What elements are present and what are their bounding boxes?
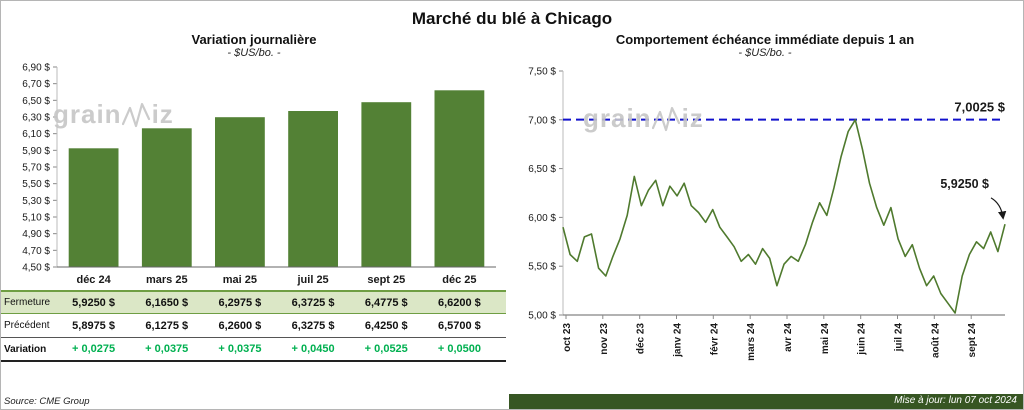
x-month-label: oct 23	[562, 323, 573, 352]
y-tick-label: 4,50 $	[22, 263, 50, 274]
threshold-label: 7,0025 $	[954, 100, 1005, 115]
table-cell: 6,1275 $	[145, 319, 189, 332]
y-tick-label: 6,90 $	[22, 63, 50, 74]
y-tick-label: 5,50 $	[528, 262, 556, 273]
table-cell: + 0,0450	[291, 343, 335, 355]
bar-chart: 4,50 $ 4,70 $ 4,90 $ 5,10 $ 5,30 $ 5,50 $ 5,70…	[1, 59, 507, 289]
end-value-arrow	[990, 197, 1007, 220]
y-tick-label: 6,10 $	[22, 129, 50, 140]
bar	[68, 148, 119, 267]
y-tick-label: 6,00 $	[528, 213, 556, 224]
bar	[288, 111, 338, 267]
y-tick-label: 5,50 $	[22, 179, 50, 190]
x-category-label: déc 24	[76, 274, 111, 286]
x-month-label: déc 23	[636, 323, 647, 355]
table-cell: 6,6200 $	[437, 296, 481, 309]
table-cell: + 0,0375	[218, 343, 262, 355]
table-cell: + 0,0375	[145, 343, 189, 355]
table-cell: 6,5700 $	[437, 319, 481, 332]
row-label: Précédent	[4, 320, 50, 331]
x-month-label: mars 24	[746, 323, 757, 361]
x-category-label: mars 25	[146, 274, 188, 286]
x-month-label: août 24	[930, 323, 941, 358]
row-label: Fermeture	[4, 297, 51, 308]
bar	[215, 117, 265, 267]
page-title: Marché du blé à Chicago	[411, 9, 613, 28]
table-row-variation: Variation + 0,0275 + 0,0375 + 0,0375 + 0,045…	[1, 338, 506, 362]
footer: Source: CME Group Mise à jour: lun 07 oc…	[1, 394, 1023, 409]
y-tick-label: 6,30 $	[22, 113, 50, 124]
x-category-label: déc 25	[442, 274, 476, 286]
update-banner: Mise à jour: lun 07 oct 2024	[509, 394, 1023, 409]
table-cell: + 0,0275	[72, 343, 116, 355]
table-cell: 6,3275 $	[291, 319, 335, 332]
table-cell: 6,4775 $	[364, 296, 408, 309]
x-month-label: janv 24	[673, 323, 684, 358]
x-month-label: juil 24	[894, 323, 905, 353]
x-month-label: juin 24	[857, 323, 868, 356]
y-tick-label: 5,90 $	[22, 146, 50, 157]
y-tick-label: 5,70 $	[22, 163, 50, 174]
x-month-label: mai 24	[820, 323, 831, 355]
table-cell: 6,3725 $	[291, 296, 335, 309]
y-tick-label: 4,70 $	[22, 246, 50, 257]
bar	[141, 128, 192, 268]
x-month-label: févr 24	[709, 323, 720, 356]
table-cell: 6,4250 $	[364, 319, 408, 332]
table-cell: 6,1650 $	[145, 296, 189, 309]
table-cell: + 0,0525	[364, 343, 408, 355]
bar-chart-svg: 4,50 $ 4,70 $ 4,90 $ 5,10 $ 5,30 $ 5,50 $ 5,70…	[22, 63, 496, 286]
price-table: Fermeture 5,9250 $ 6,1650 $ 6,2975 $ 6,3725 …	[1, 290, 506, 362]
row-label: Variation	[4, 343, 47, 355]
bar-chart-title: Variation journalière	[191, 32, 317, 47]
y-tick-label: 6,50 $	[22, 96, 50, 107]
table-cell: 5,9250 $	[72, 296, 115, 309]
end-value-label: 5,9250 $	[940, 177, 989, 191]
bar-chart-subtitle: - $US/bo. -	[227, 47, 281, 59]
x-month-label: nov 23	[599, 323, 610, 355]
line-chart: 5,00 $ 5,50 $ 6,00 $ 6,50 $ 7,00 $ 7,50 $ oct …	[507, 59, 1023, 377]
front-month-panel: Comportement échéance immédiate depuis 1…	[507, 29, 1023, 377]
y-tick-label: 4,90 $	[22, 229, 50, 240]
panels: Variation journalière - $US/bo. - 4,50 $…	[1, 29, 1023, 377]
table-cell: 6,2975 $	[218, 296, 262, 309]
y-tick-label: 5,10 $	[22, 213, 50, 224]
table-row-fermeture: Fermeture 5,9250 $ 6,1650 $ 6,2975 $ 6,3725 …	[1, 290, 506, 314]
table-cell: + 0,0500	[437, 343, 481, 355]
y-tick-label: 6,50 $	[528, 164, 556, 175]
line-chart-title: Comportement échéance immédiate depuis 1…	[615, 32, 915, 47]
daily-variation-panel: Variation journalière - $US/bo. - 4,50 $…	[1, 29, 507, 377]
price-line	[562, 118, 1006, 314]
x-month-label: sept 24	[967, 323, 978, 358]
x-category-label: juil 25	[297, 274, 329, 286]
table-cell: 6,2600 $	[218, 319, 262, 332]
y-tick-label: 7,50 $	[528, 67, 556, 78]
y-tick-label: 7,00 $	[528, 115, 556, 126]
y-tick-label: 5,00 $	[528, 311, 556, 322]
bar	[434, 90, 485, 267]
x-category-label: mai 25	[223, 274, 257, 286]
y-tick-label: 6,70 $	[22, 79, 50, 90]
table-row-precedent: Précédent 5,8975 $ 6,1275 $ 6,2600 $ 6,3275 …	[1, 314, 506, 338]
table-cell: 5,8975 $	[72, 319, 115, 332]
y-tick-label: 5,30 $	[22, 196, 50, 207]
source-note: Source: CME Group	[4, 396, 90, 407]
line-chart-svg: 5,00 $ 5,50 $ 6,00 $ 6,50 $ 7,00 $ 7,50 $ oct …	[528, 67, 1007, 361]
x-category-label: sept 25	[367, 274, 405, 286]
x-month-label: avr 24	[783, 323, 794, 352]
line-chart-subtitle: - $US/bo. -	[738, 47, 792, 59]
bar	[361, 102, 412, 267]
